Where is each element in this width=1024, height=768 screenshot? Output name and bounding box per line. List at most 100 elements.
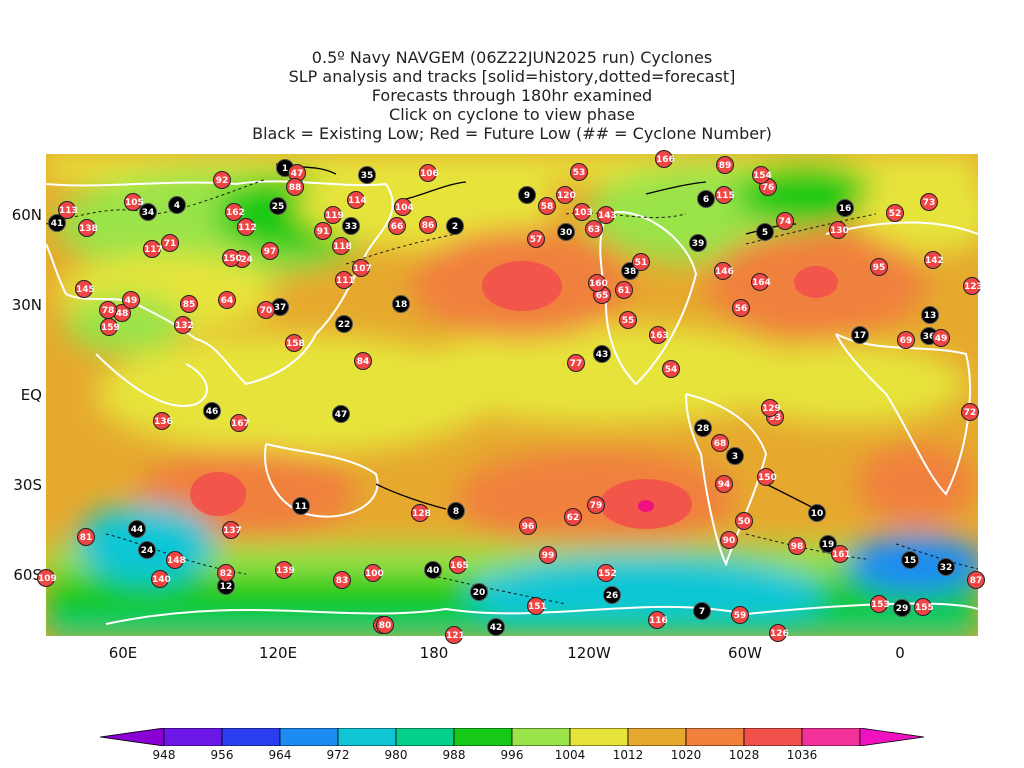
future-low-marker[interactable]: 137 [222,521,242,539]
future-low-marker[interactable]: 167 [230,414,250,432]
future-low-marker[interactable]: 116 [648,611,668,629]
future-low-marker[interactable]: 62 [564,508,582,526]
future-low-marker[interactable]: 119 [324,206,344,224]
future-low-marker[interactable]: 99 [539,546,557,564]
future-low-marker[interactable]: 49 [122,291,140,309]
future-low-marker[interactable]: 66 [388,217,406,235]
future-low-marker[interactable]: 84 [354,352,372,370]
future-low-marker[interactable]: 120 [556,186,576,204]
existing-low-marker[interactable]: 41 [48,214,66,232]
future-low-marker[interactable]: 90 [720,531,738,549]
future-low-marker[interactable]: 54 [662,360,680,378]
future-low-marker[interactable]: 58 [538,197,556,215]
existing-low-marker[interactable]: 8 [447,502,465,520]
future-low-marker[interactable]: 106 [419,164,439,182]
future-low-marker[interactable]: 96 [519,517,537,535]
existing-low-marker[interactable]: 4 [168,196,186,214]
future-low-marker[interactable]: 91 [314,222,332,240]
existing-low-marker[interactable]: 32 [937,558,955,576]
future-low-marker[interactable]: 113 [58,201,78,219]
existing-low-marker[interactable]: 10 [808,504,826,522]
future-low-marker[interactable]: 51 [632,253,650,271]
existing-low-marker[interactable]: 9 [518,186,536,204]
future-low-marker[interactable]: 111 [335,271,355,289]
existing-low-marker[interactable]: 15 [901,551,919,569]
future-low-marker[interactable]: 88 [286,178,304,196]
future-low-marker[interactable]: 63 [585,220,603,238]
existing-low-marker[interactable]: 46 [203,402,221,420]
existing-low-marker[interactable]: 13 [921,306,939,324]
existing-low-marker[interactable]: 29 [893,599,911,617]
future-low-marker[interactable]: 163 [649,326,669,344]
existing-low-marker[interactable]: 20 [470,583,488,601]
existing-low-marker[interactable]: 11 [292,497,310,515]
future-low-marker[interactable]: 94 [715,475,733,493]
future-low-marker[interactable]: 150 [757,468,777,486]
future-low-marker[interactable]: 104 [394,198,414,216]
future-low-marker[interactable]: 81 [77,528,95,546]
future-low-marker[interactable]: 146 [714,262,734,280]
future-low-marker[interactable]: 95 [870,258,888,276]
future-low-marker[interactable]: 164 [751,273,771,291]
future-low-marker[interactable]: 86 [419,216,437,234]
future-low-marker[interactable]: 69 [897,331,915,349]
future-low-marker[interactable]: 148 [166,551,186,569]
future-low-marker[interactable]: 128 [411,504,431,522]
future-low-marker[interactable]: 50 [735,512,753,530]
future-low-marker[interactable]: 132 [174,316,194,334]
future-low-marker[interactable]: 117 [143,240,163,258]
future-low-marker[interactable]: 57 [527,230,545,248]
future-low-marker[interactable]: 78 [99,301,117,319]
future-low-marker[interactable]: 74 [776,212,794,230]
future-low-marker[interactable]: 49 [932,329,950,347]
existing-low-marker[interactable]: 30 [557,223,575,241]
future-low-marker[interactable]: 68 [711,434,729,452]
future-low-marker[interactable]: 79 [587,496,605,514]
future-low-marker[interactable]: 112 [237,218,257,236]
existing-low-marker[interactable]: 35 [358,166,376,184]
existing-low-marker[interactable]: 43 [593,345,611,363]
future-low-marker[interactable]: 115 [715,186,735,204]
future-low-marker[interactable]: 151 [527,597,547,615]
existing-low-marker[interactable]: 26 [603,586,621,604]
future-low-marker[interactable]: 118 [332,237,352,255]
future-low-marker[interactable]: 77 [567,354,585,372]
existing-low-marker[interactable]: 40 [424,561,442,579]
future-low-marker[interactable]: 114 [347,191,367,209]
future-low-marker[interactable]: 105 [124,193,144,211]
existing-low-marker[interactable]: 5 [756,223,774,241]
future-low-marker[interactable]: 97 [261,242,279,260]
future-low-marker[interactable]: 55 [619,311,637,329]
future-low-marker[interactable]: 72 [961,403,979,421]
existing-low-marker[interactable]: 3 [726,447,744,465]
future-low-marker[interactable]: 87 [967,571,985,589]
future-low-marker[interactable]: 123 [963,277,983,295]
future-low-marker[interactable]: 130 [829,221,849,239]
existing-low-marker[interactable]: 22 [335,315,353,333]
existing-low-marker[interactable]: 33 [342,217,360,235]
future-low-marker[interactable]: 83 [333,571,351,589]
future-low-marker[interactable]: 165 [449,556,469,574]
future-low-marker[interactable]: 139 [275,561,295,579]
future-low-marker[interactable]: 103 [573,203,593,221]
existing-low-marker[interactable]: 2 [446,217,464,235]
future-low-marker[interactable]: 100 [364,564,384,582]
existing-low-marker[interactable]: 24 [138,541,156,559]
existing-low-marker[interactable]: 34 [139,203,157,221]
future-low-marker[interactable]: 70 [257,301,275,319]
existing-low-marker[interactable]: 25 [269,197,287,215]
future-low-marker[interactable]: 145 [75,280,95,298]
existing-low-marker[interactable]: 7 [693,602,711,620]
future-low-marker[interactable]: 53 [570,163,588,181]
future-low-marker[interactable]: 161 [831,545,851,563]
future-low-marker[interactable]: 143 [597,206,617,224]
existing-low-marker[interactable]: 17 [851,326,869,344]
future-low-marker[interactable]: 162 [225,203,245,221]
future-low-marker[interactable]: 150 [222,249,242,267]
future-low-marker[interactable]: 126 [769,624,789,642]
future-low-marker[interactable]: 92 [213,171,231,189]
future-low-marker[interactable]: 166 [655,150,675,168]
future-low-marker[interactable]: 138 [78,219,98,237]
future-low-marker[interactable]: 152 [597,564,617,582]
existing-low-marker[interactable]: 6 [697,190,715,208]
